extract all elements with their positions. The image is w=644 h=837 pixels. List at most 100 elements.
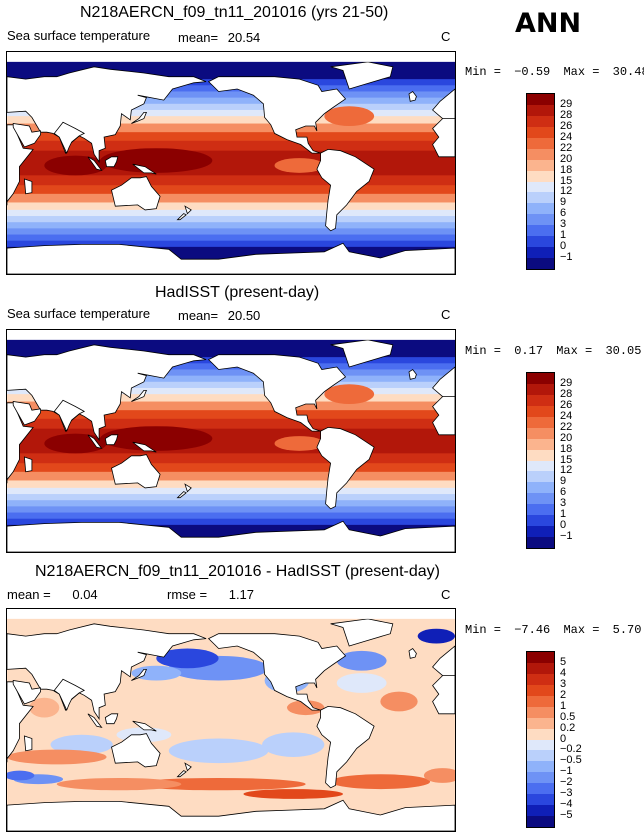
colorbar-swatch (527, 373, 554, 385)
gulf-stream (324, 106, 375, 126)
panel-1-max-value: 30.48 (612, 65, 644, 79)
colorbar-tick-label: 9 (560, 475, 567, 488)
panel-3-min-value: −7.46 (514, 623, 551, 637)
land-greenland (330, 339, 394, 368)
colorbar-tick-label: 5 (560, 655, 567, 668)
panel-2-mean-label: mean= (178, 308, 219, 323)
land-japan (131, 390, 147, 402)
land-japan (131, 112, 147, 124)
panel-1-min-label: Min = (465, 65, 502, 79)
land-arabia (12, 680, 41, 705)
colorbar-swatch (527, 537, 554, 549)
panel-1-max-label: Max = (563, 65, 600, 79)
panel-1-map-svg (7, 52, 455, 274)
colorbar-tick-label: −5 (560, 809, 573, 822)
colorbar-swatch (527, 662, 554, 675)
panel-3-mean: mean = 0.04 (7, 587, 98, 602)
panel-2-title: HadISST (present-day) (155, 284, 320, 301)
panel-2-minmax: Min = 0.17 Max = 30.05 (465, 344, 641, 358)
colorbar-tick-label: −3 (560, 787, 573, 800)
season-label: ANN (515, 8, 582, 39)
colorbar-tick-label: 1 (560, 508, 567, 521)
colorbar-swatch (527, 225, 554, 237)
panel-1-minmax: Min = −0.59 Max = 30.48 (465, 65, 644, 79)
panel-3-max-value: 5.70 (612, 623, 642, 637)
panel-3-min-label: Min = (465, 623, 502, 637)
colorbar-swatch (527, 761, 554, 773)
colorbar-swatch (527, 673, 554, 686)
land-antarctica (7, 799, 455, 831)
colorbar-tick-label: −1 (560, 530, 573, 543)
land-australia (111, 733, 161, 768)
land-europe-w (432, 366, 455, 397)
land-png (132, 163, 157, 175)
anomaly-patch (336, 673, 387, 693)
colorbar-swatch (527, 794, 554, 806)
panel-2-mean-value: 20.50 (227, 308, 261, 323)
colorbar-swatch (527, 438, 554, 451)
land-arabia (12, 123, 41, 148)
colorbar-swatch (527, 236, 554, 248)
panel-1-field: Sea surface temperature (7, 28, 151, 43)
panel-2-field: Sea surface temperature (7, 306, 151, 321)
colorbar-tick-label: 24 (560, 130, 573, 143)
panel-2-min-label: Min = (465, 344, 502, 358)
gulf-stream (324, 384, 375, 404)
panel-3-mean-label: mean = (7, 587, 51, 602)
land-madagascar (23, 735, 33, 752)
panel-1-mean: mean= 20.54 (178, 30, 260, 45)
colorbar-swatch (527, 394, 554, 407)
panel-1-title: N218AERCN_f09_tn11_201016 (yrs 21-50) (80, 4, 389, 21)
panel-3-mean-value: 0.04 (72, 587, 98, 602)
panel-3-map (6, 608, 456, 832)
colorbar-swatch (527, 783, 554, 795)
land-nz-s (176, 770, 187, 778)
colorbar-swatch (527, 170, 554, 182)
anomaly-patch (7, 749, 107, 765)
colorbar-tick-label: 0 (560, 519, 567, 532)
panel-1-mean-label: mean= (178, 30, 219, 45)
colorbar-swatch (527, 504, 554, 516)
colorbar-tick-label: 26 (560, 398, 573, 411)
panel-3-rmse-value: 1.17 (228, 587, 255, 602)
colorbar-tick-label: 6 (560, 207, 567, 220)
colorbar-swatch (527, 460, 554, 472)
colorbar-swatch (527, 192, 554, 204)
cold-tongue (274, 158, 325, 173)
colorbar-swatch (527, 695, 554, 708)
panel-1-mean-value: 20.54 (227, 30, 261, 45)
anomaly-patch (156, 648, 219, 669)
colorbar-swatch (527, 115, 554, 128)
colorbar-tick-label: 3 (560, 218, 567, 231)
colorbar-swatch (527, 805, 554, 817)
anomaly-patch (131, 777, 306, 791)
land-greenland (330, 618, 394, 647)
colorbar-swatch (527, 684, 554, 697)
colorbar-swatch (527, 750, 554, 762)
colorbar-tick-label: 26 (560, 119, 573, 132)
panel-2-map-svg (7, 330, 455, 552)
panel-1-map (6, 51, 456, 275)
land-borneo (104, 434, 119, 446)
colorbar-swatch (527, 515, 554, 527)
colorbar-tick-label: 1 (560, 229, 567, 242)
panel-3-units: C (441, 587, 451, 602)
colorbar-swatch (527, 739, 554, 751)
colorbar-tick-label: 12 (560, 185, 573, 198)
colorbar-swatch (527, 104, 554, 117)
land-india-n (53, 121, 86, 155)
land-madagascar (23, 456, 33, 473)
colorbar-tick-label: 0.5 (560, 710, 576, 723)
colorbar-swatch (527, 181, 554, 193)
colorbar-tick-label: 22 (560, 420, 573, 433)
colorbar-swatch (527, 706, 554, 719)
colorbar-swatch (527, 258, 554, 270)
warm-pool (100, 426, 213, 451)
colorbar-swatch (527, 772, 554, 784)
colorbar-tick-label: −0.2 (560, 743, 582, 756)
land-uk (408, 90, 417, 102)
colorbar-tick-label: −1 (560, 251, 573, 264)
colorbar-swatch (527, 652, 554, 664)
colorbar-swatch (527, 482, 554, 494)
land-nz-n (184, 483, 192, 493)
